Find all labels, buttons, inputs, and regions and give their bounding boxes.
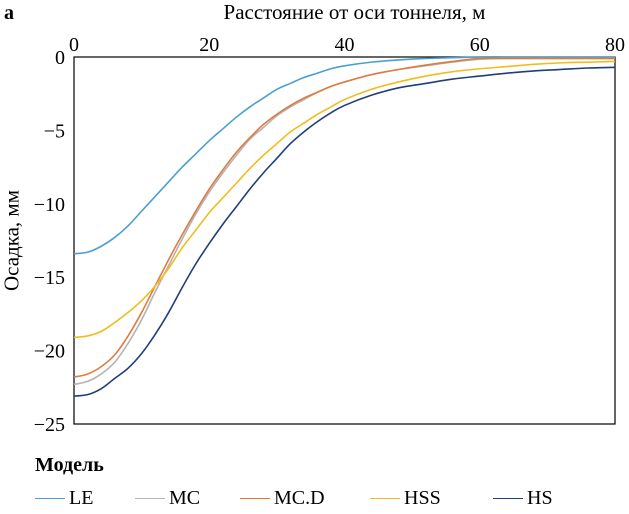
x-tick-label: 60 [470,34,490,56]
legend-label: MC [169,487,201,509]
x-tick-labels: 0 20 40 60 80 [69,34,625,56]
x-tick-label: 40 [335,34,355,56]
series-line-mc-d [73,57,615,378]
legend-swatch [135,497,165,500]
legend-item-mc: MC [135,487,200,510]
y-tick-labels: 0 −5 −10 −15 −20 −25 [34,47,65,436]
legend-item-mc-d: MC.D [240,487,325,510]
y-tick-label: −10 [34,194,65,216]
legend-swatch [370,497,400,500]
y-tick-label: −25 [34,414,65,436]
x-axis-title: Расстояние от оси тоннеля, м [223,0,486,24]
series-line-hss [73,60,616,339]
x-tick-label: 0 [69,34,79,56]
y-tick-label: −20 [34,341,65,363]
legend-swatch [35,497,65,500]
legend-item-le: LE [35,487,93,510]
x-tick-label: 20 [199,34,219,56]
legend-title: Модель [35,454,104,476]
y-tick-label: −5 [44,120,65,142]
legend-label: LE [69,487,94,509]
y-tick-label: 0 [55,47,65,69]
series-lines [73,56,616,397]
legend-label: HSS [404,487,441,509]
panel-label: а [4,2,14,24]
series-line-hs [73,66,616,397]
series-line-le [73,56,615,255]
legend-swatch [240,497,270,500]
plot-frame [73,56,616,425]
legend-label: MC.D [274,487,325,509]
x-tick-label: 80 [605,34,625,56]
legend-item-hs: HS [493,487,553,510]
legend-item-hss: HSS [370,487,441,510]
legend-label: HS [527,487,553,509]
legend-swatch [493,497,523,500]
y-tick-label: −15 [34,267,65,289]
